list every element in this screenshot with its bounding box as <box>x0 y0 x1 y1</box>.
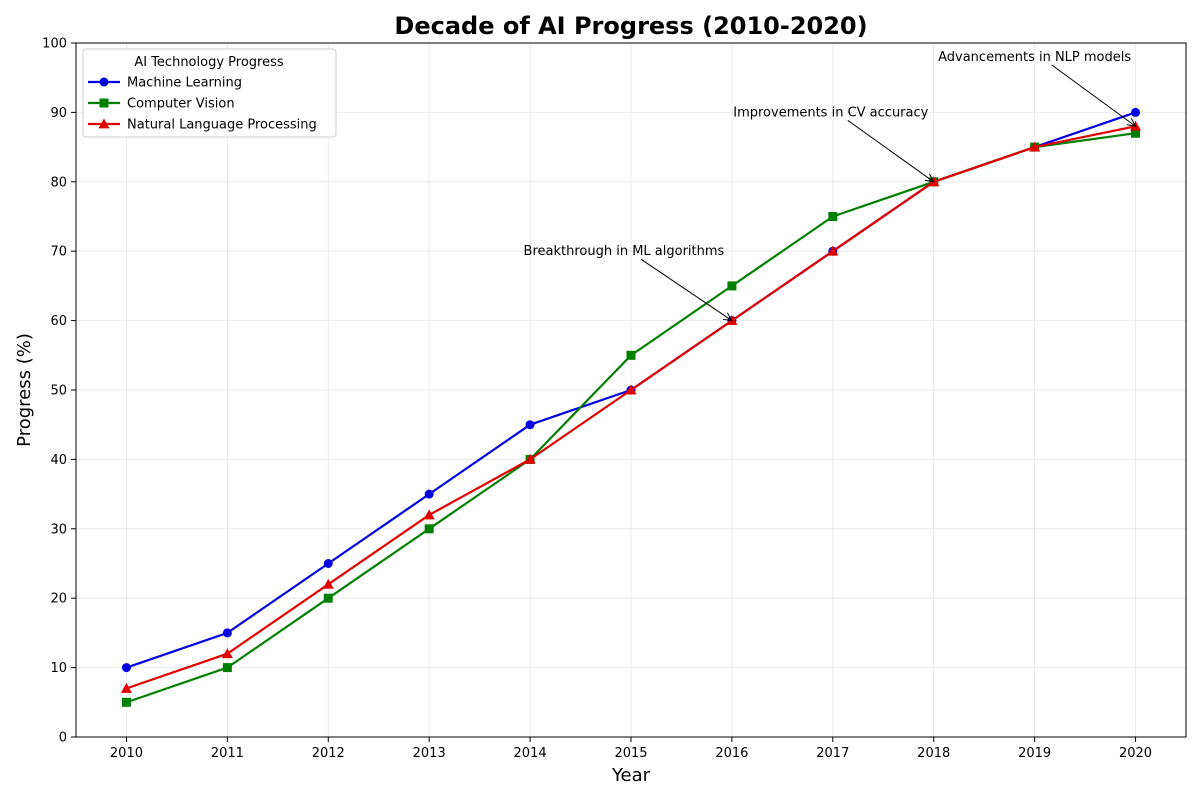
annotation-text: Improvements in CV accuracy <box>733 105 928 120</box>
annotation-arrow-head <box>722 312 733 322</box>
x-tick-label: 2014 <box>514 746 547 761</box>
y-tick-label: 40 <box>50 453 67 468</box>
data-point <box>121 663 131 673</box>
annotation-arrow-head <box>1126 118 1137 127</box>
annotation: Advancements in NLP models <box>938 50 1137 127</box>
x-tick-label: 2013 <box>413 746 446 761</box>
data-point <box>828 212 838 221</box>
y-tick-label: 60 <box>50 314 67 329</box>
data-point <box>323 559 333 568</box>
data-point <box>424 524 434 534</box>
legend-title: AI Technology Progress <box>134 55 284 70</box>
x-axis-label: Year <box>611 765 651 786</box>
x-tick-label: 2012 <box>312 746 345 761</box>
data-point <box>423 509 435 520</box>
x-tick-label: 2017 <box>816 746 849 761</box>
y-tick-label: 30 <box>50 522 67 537</box>
legend-entry: Computer Vision <box>88 97 235 112</box>
data-point <box>1131 128 1141 138</box>
data-point <box>222 663 232 673</box>
x-tick-label: 2010 <box>110 746 143 761</box>
data-point <box>322 578 334 589</box>
annotation: Improvements in CV accuracy <box>733 105 935 183</box>
legend-label: Machine Learning <box>127 76 242 91</box>
annotation-arrow-head <box>924 173 935 183</box>
y-tick-label: 70 <box>50 245 67 260</box>
y-tick-label: 100 <box>42 37 67 52</box>
y-tick-label: 20 <box>50 592 67 607</box>
legend-box <box>82 48 337 138</box>
legend-label: Computer Vision <box>127 97 235 112</box>
data-point <box>1131 107 1141 117</box>
legend-marker <box>99 98 109 108</box>
data-point <box>524 453 536 464</box>
legend-entries: Machine Learning Computer Vision Natural L… <box>88 76 317 133</box>
annotations: Breakthrough in ML algorithms Improvement… <box>524 50 1137 322</box>
x-tick-label: 2019 <box>1018 746 1051 761</box>
x-tick-label: 2011 <box>211 746 244 761</box>
data-point <box>1029 141 1041 152</box>
legend: AI Technology Progress Machine Learning C… <box>82 48 337 138</box>
data-point <box>221 648 233 659</box>
data-point <box>727 281 737 291</box>
x-tick-label: 2015 <box>614 746 647 761</box>
annotation-text: Advancements in NLP models <box>938 50 1131 65</box>
annotation-text: Breakthrough in ML algorithms <box>524 244 725 259</box>
annotation-arrow-line <box>1051 64 1136 127</box>
axes: 2010 2011 2012 2013 2014 2015 2016 2017 2018 2019… <box>42 37 1152 762</box>
data-point <box>827 245 839 256</box>
data-point <box>323 593 333 603</box>
y-tick-label: 80 <box>50 175 67 190</box>
data-point <box>525 420 535 430</box>
y-tick-label: 90 <box>50 106 67 121</box>
annotation: Breakthrough in ML algorithms <box>524 244 733 322</box>
legend-entry: Natural Language Processing <box>88 118 317 133</box>
x-tick-label: 2018 <box>917 746 950 761</box>
y-axis-label: Progress (%) <box>14 333 35 447</box>
annotation-arrow-line <box>847 119 935 183</box>
chart-title: Decade of AI Progress (2010-2020) <box>394 12 867 40</box>
data-point <box>222 628 232 638</box>
y-tick-label: 10 <box>50 661 67 676</box>
data-point <box>121 697 131 707</box>
x-tick-label: 2020 <box>1119 746 1152 761</box>
y-tick-label: 0 <box>59 731 67 746</box>
data-point <box>626 350 636 360</box>
legend-marker <box>99 77 109 87</box>
legend-label: Natural Language Processing <box>127 118 317 133</box>
x-tick-label: 2016 <box>715 746 748 761</box>
data-point <box>120 682 132 693</box>
y-tick-label: 50 <box>50 384 67 399</box>
data-point <box>424 489 434 499</box>
data-point <box>625 384 637 395</box>
annotation-arrow-line <box>640 258 733 322</box>
legend-entry: Machine Learning <box>88 76 242 91</box>
legend-marker <box>98 118 110 129</box>
